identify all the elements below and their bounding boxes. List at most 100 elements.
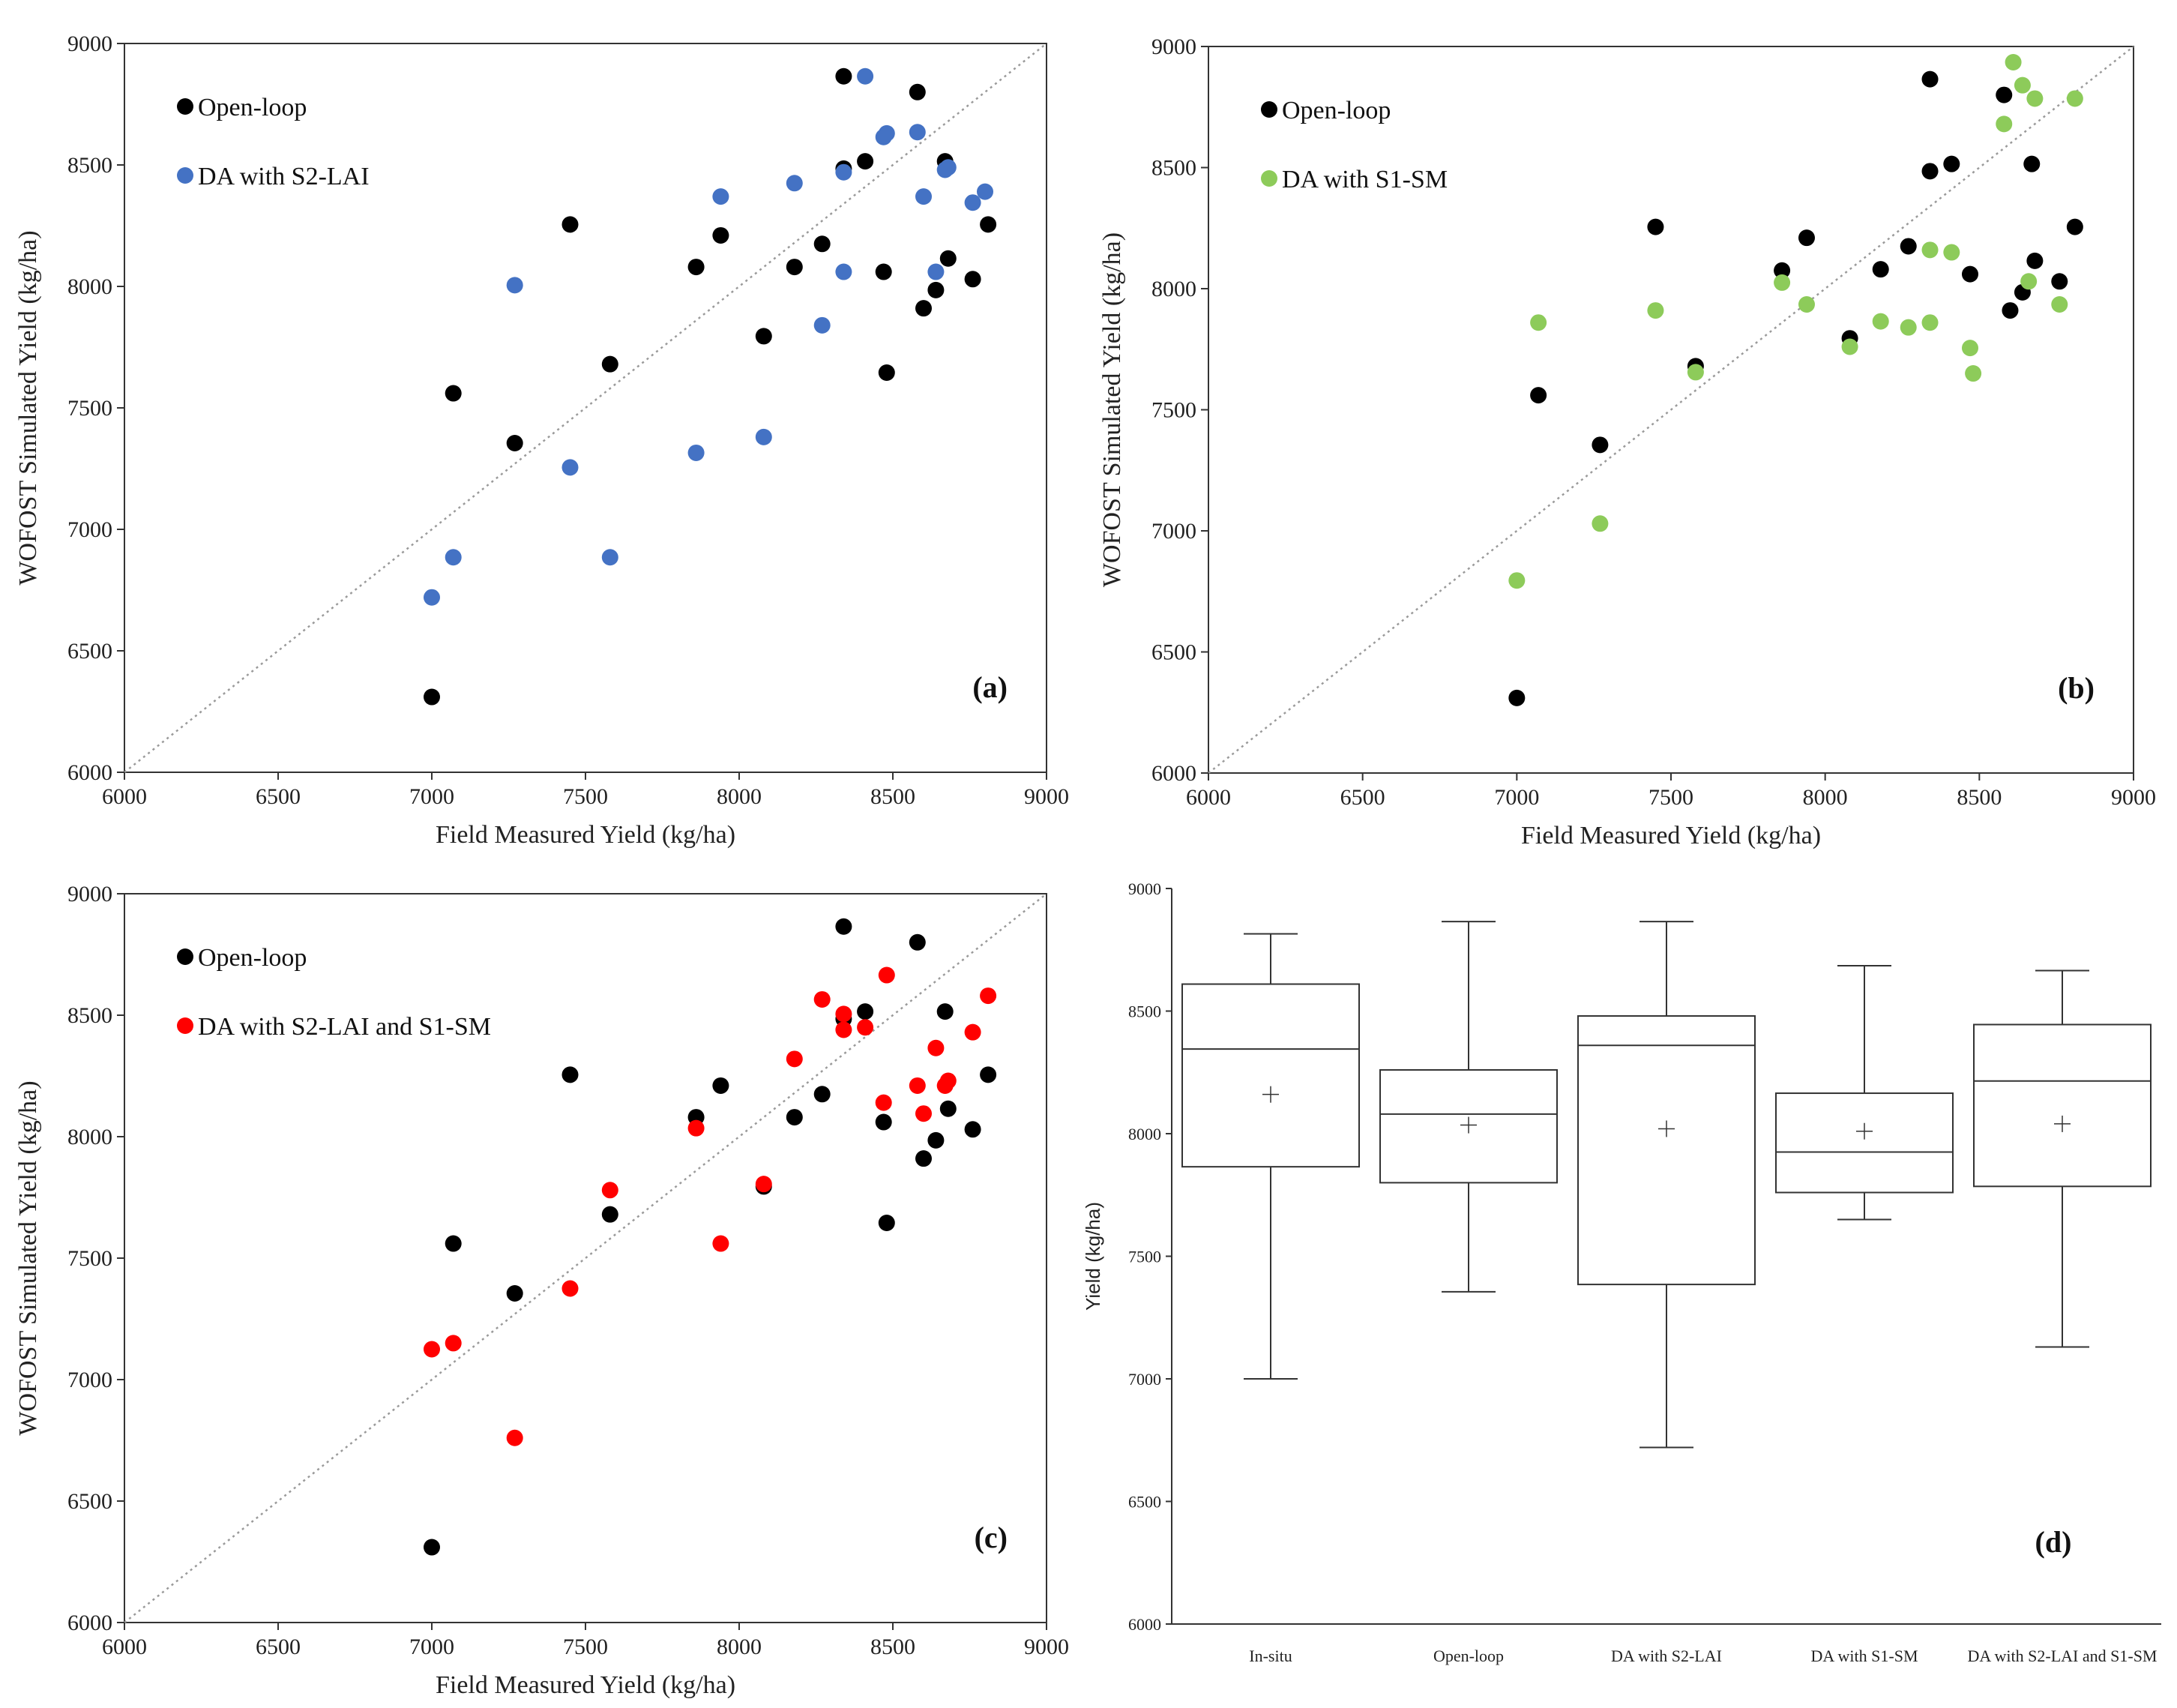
data-point [927, 1131, 945, 1149]
x-tick-label: 9000 [1024, 784, 1069, 809]
data-point [1965, 365, 1982, 382]
x-tick-label: 6000 [102, 1635, 147, 1659]
legend-marker [1261, 170, 1277, 187]
y-tick-label: 9000 [1151, 34, 1196, 59]
x-tick-label: 8500 [870, 1635, 915, 1659]
data-point [915, 300, 932, 317]
data-point [813, 235, 831, 253]
one-to-one-line [124, 43, 1047, 773]
data-point [927, 281, 945, 298]
data-point [2023, 155, 2041, 172]
data-point [786, 1109, 803, 1126]
category-label: DA with S2-LAI [1611, 1647, 1722, 1665]
data-point [424, 688, 440, 706]
y-tick-label: 8000 [67, 1125, 112, 1149]
legend-label: Open-loop [1282, 97, 1391, 124]
y-tick-label: 7000 [67, 517, 112, 542]
data-point [909, 124, 926, 141]
data-point [835, 67, 852, 85]
data-point [909, 83, 926, 100]
panel-1: 6000 6500 7000 7500 8000 8500 9000 6000 6500 7000… [14, 31, 1069, 849]
data-point [2005, 53, 2022, 70]
data-point [980, 987, 997, 1005]
data-point [875, 1113, 892, 1131]
data-point [878, 124, 895, 142]
iqr-box [1181, 983, 1360, 1168]
y-tick-label: 6000 [1128, 1615, 1161, 1634]
data-point [1592, 436, 1609, 454]
data-point [506, 434, 523, 451]
y-tick-label: 6000 [67, 760, 112, 785]
x-tick-label: 8500 [870, 784, 915, 809]
data-point [2020, 273, 2038, 290]
legend-marker [177, 1017, 193, 1034]
data-point [1921, 70, 1939, 88]
x-tick-label: 7000 [409, 784, 454, 809]
y-tick-label: 7500 [67, 1246, 112, 1271]
data-point [445, 1235, 462, 1252]
data-point [1943, 244, 1960, 261]
panel-2: 6000 6500 7000 7500 8000 8500 9000 6000 6500 7000… [1098, 34, 2156, 850]
data-point [927, 1039, 945, 1056]
y-tick-label: 7500 [1151, 398, 1196, 423]
legend-marker [177, 948, 193, 965]
data-point [1996, 86, 2013, 103]
data-point [915, 188, 932, 205]
data-point [1900, 238, 1917, 255]
data-point [755, 428, 772, 445]
y-tick-label: 8000 [1128, 1125, 1161, 1143]
iqr-box [1577, 1015, 1756, 1286]
data-point [980, 1066, 997, 1083]
data-point [786, 259, 803, 276]
data-point [1508, 689, 1526, 706]
data-point [755, 1176, 772, 1193]
x-tick-label: 7500 [563, 1635, 608, 1659]
series-open-loop [1508, 70, 2083, 706]
x-tick-label: 7000 [1494, 785, 1539, 810]
data-point [813, 990, 831, 1008]
one-to-one-line [124, 893, 1047, 1623]
category-label: DA with S2-LAI and S1-SM [1967, 1647, 2157, 1665]
data-point [506, 277, 523, 294]
data-point [915, 1105, 932, 1122]
data-point [424, 589, 440, 606]
data-point [1647, 302, 1664, 319]
data-point [2051, 295, 2068, 313]
data-point [1647, 218, 1664, 235]
data-point [712, 1235, 729, 1252]
x-tick-label: 9000 [2111, 785, 2156, 810]
y-axis-label: Yield (kg/ha) [1082, 1202, 1104, 1311]
x-tick-label: 9000 [1024, 1635, 1069, 1659]
data-point [687, 259, 705, 276]
data-point [1961, 340, 1978, 357]
data-point [857, 153, 874, 170]
panel-label: (d) [2035, 1525, 2072, 1559]
x-tick-label: 6000 [1186, 785, 1231, 810]
data-point [424, 1341, 440, 1358]
legend-marker [1261, 101, 1277, 118]
x-tick-label: 8000 [717, 784, 762, 809]
y-tick-label: 8000 [1151, 277, 1196, 301]
x-axis-label: Field Measured Yield (kg/ha) [436, 1671, 735, 1699]
data-point [964, 1121, 981, 1138]
data-point [1900, 319, 1917, 336]
box-5: DA with S2-LAI and S1-SM [1967, 969, 2158, 1665]
data-point [909, 1077, 926, 1094]
data-point [561, 459, 579, 476]
data-point [786, 1050, 803, 1068]
legend-label: DA with S2-LAI [198, 163, 370, 190]
data-point [601, 355, 618, 373]
x-tick-label: 8000 [1803, 785, 1848, 810]
data-point [909, 933, 926, 951]
legend-label: DA with S2-LAI and S1-SM [198, 1013, 491, 1041]
plot-frame [124, 893, 1047, 1623]
series-open-loop [424, 67, 997, 706]
x-tick-label: 7500 [563, 784, 608, 809]
data-point [2066, 90, 2083, 107]
y-tick-label: 7500 [1128, 1248, 1161, 1266]
category-label: In-situ [1249, 1647, 1292, 1665]
one-to-one-line [1208, 46, 2134, 774]
data-point [878, 1215, 895, 1232]
data-point [1798, 229, 1815, 247]
